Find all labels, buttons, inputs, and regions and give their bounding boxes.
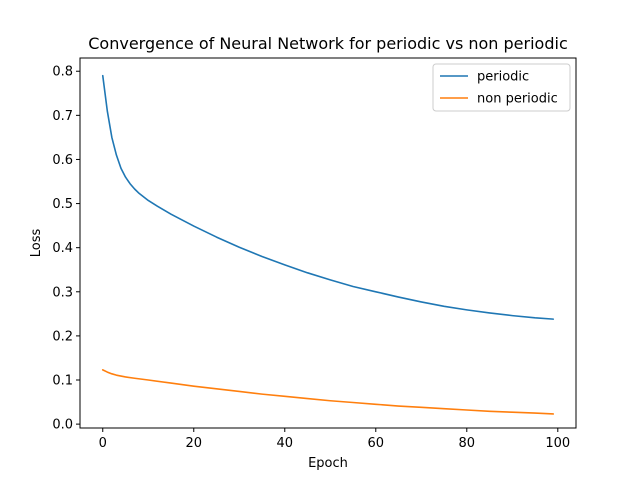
plot-lines	[101, 74, 555, 415]
y-tick-label: 0.2	[52, 329, 73, 344]
legend-label-1: non periodic	[477, 92, 558, 107]
x-tick-label: 80	[459, 436, 476, 451]
x-tick-label: 60	[368, 436, 385, 451]
y-tick-label: 0.8	[52, 65, 73, 80]
x-tick-label: 0	[99, 436, 107, 451]
y-tick-label: 0.5	[52, 197, 73, 212]
x-tick-label: 20	[185, 436, 202, 451]
y-tick-label: 0.7	[52, 109, 73, 124]
x-axis-label: Epoch	[308, 456, 348, 471]
legend-label-0: periodic	[477, 70, 529, 85]
x-tick-label: 100	[545, 436, 570, 451]
series-line-0	[101, 74, 555, 320]
series-line-1	[101, 369, 555, 415]
y-tick-label: 0.4	[52, 241, 73, 256]
y-tick-label: 0.1	[52, 374, 73, 389]
y-axis-ticks: 0.0 0.1 0.2 0.3 0.4 0.5 0.6 0.7 0.8	[52, 65, 80, 433]
plot-frame	[79, 57, 577, 429]
x-axis-ticks: 0 20 40 60 80 100	[99, 428, 570, 451]
chart-title: Convergence of Neural Network for period…	[88, 34, 567, 53]
y-tick-label: 0.6	[52, 153, 73, 168]
y-tick-label: 0.3	[52, 285, 73, 300]
y-axis-label: Loss	[29, 229, 44, 258]
x-tick-label: 40	[276, 436, 293, 451]
legend: periodic non periodic	[432, 63, 571, 112]
y-tick-label: 0.0	[52, 418, 73, 433]
